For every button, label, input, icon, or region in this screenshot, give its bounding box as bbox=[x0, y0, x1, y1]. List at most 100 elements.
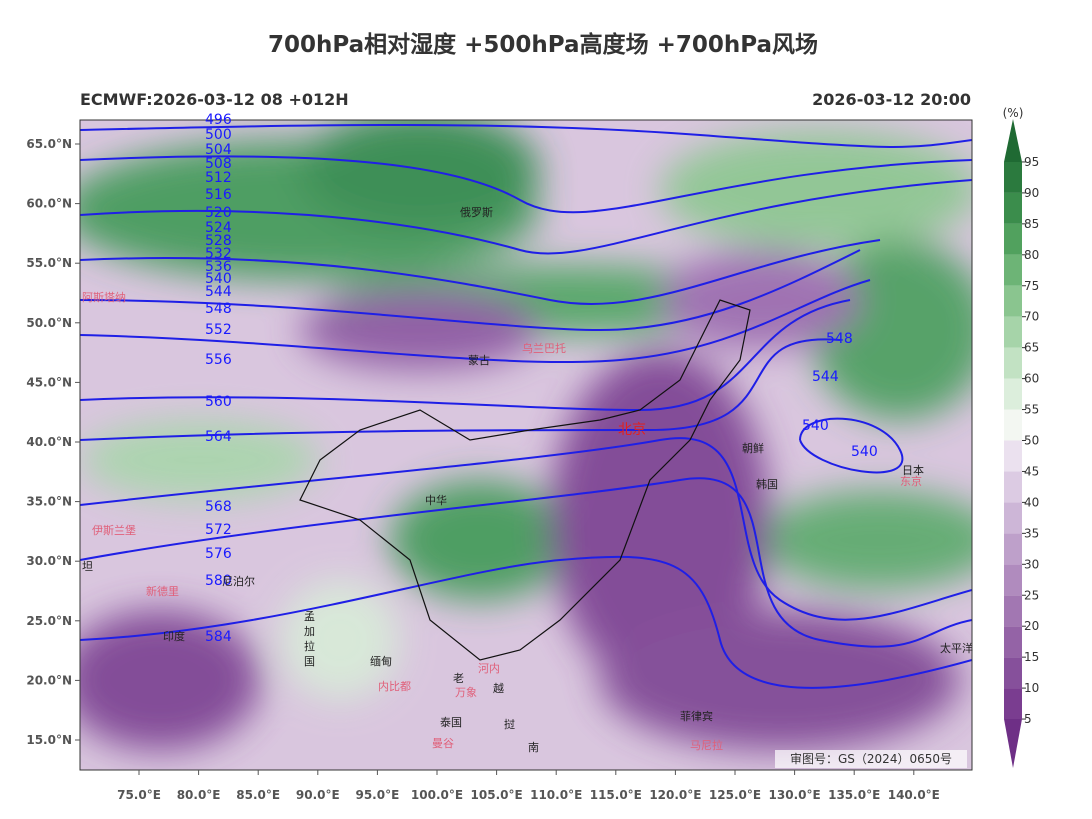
ticks: 65.0°N 60.0°N 55.0°N 50.0°N 45.0°N 40.0°N 35.0… bbox=[26, 119, 1039, 802]
contour-label: 540 bbox=[851, 444, 878, 460]
contour-label: 576 bbox=[205, 546, 232, 562]
lon-label: 140.0°E bbox=[888, 788, 940, 802]
colorbar-label: 25 bbox=[1024, 588, 1039, 602]
place: 印度 bbox=[163, 629, 185, 643]
colorbar-cell bbox=[1004, 533, 1022, 565]
place: 河内 bbox=[478, 661, 500, 675]
place: 朝鲜 bbox=[742, 441, 764, 455]
colorbar-label: 10 bbox=[1024, 681, 1039, 695]
labels: 496 500 504 508 512 516 520 524 528 532 … bbox=[82, 106, 1023, 768]
contour-label: 524 bbox=[205, 220, 232, 236]
place: 伊斯兰堡 bbox=[92, 523, 136, 537]
map bbox=[80, 120, 972, 770]
colorbar-label: 40 bbox=[1024, 495, 1039, 509]
colorbar-label: 55 bbox=[1024, 403, 1039, 417]
place: 中华 bbox=[425, 493, 447, 507]
colorbar-label: 75 bbox=[1024, 279, 1039, 293]
place: 越 bbox=[493, 681, 504, 695]
contour-label: 528 bbox=[205, 233, 232, 249]
place: 日本 bbox=[902, 463, 924, 477]
contour-label: 548 bbox=[205, 301, 232, 317]
lon-label: 105.0°E bbox=[471, 788, 523, 802]
colorbar-cell bbox=[1004, 595, 1022, 627]
colorbar-unit: (%) bbox=[1003, 106, 1024, 120]
contour-label: 540 bbox=[802, 418, 829, 434]
colorbar-cell bbox=[1004, 161, 1022, 193]
lon-label: 120.0°E bbox=[649, 788, 701, 802]
place: 东京 bbox=[900, 474, 922, 488]
lon-label: 95.0°E bbox=[355, 788, 399, 802]
colorbar-label: 80 bbox=[1024, 248, 1039, 262]
contour-label: 556 bbox=[205, 352, 232, 368]
lon-label: 135.0°E bbox=[828, 788, 880, 802]
place: 新德里 bbox=[146, 584, 179, 598]
lat-label: 50.0°N bbox=[26, 316, 72, 330]
place: 缅甸 bbox=[370, 654, 392, 668]
lat-label: 35.0°N bbox=[26, 495, 72, 509]
run-label: ECMWF:2026-03-12 08 +012H bbox=[80, 90, 349, 109]
colorbar-cell bbox=[1004, 192, 1022, 224]
lon-label: 75.0°E bbox=[117, 788, 161, 802]
contour-label: 552 bbox=[205, 322, 232, 338]
contour-label: 548 bbox=[826, 331, 853, 347]
contour-label: 508 bbox=[205, 156, 232, 172]
lon-label: 85.0°E bbox=[236, 788, 280, 802]
lat-label: 40.0°N bbox=[26, 435, 72, 449]
place: 拉 bbox=[304, 639, 315, 653]
place: 北京 bbox=[618, 422, 646, 438]
place: 韩国 bbox=[756, 477, 778, 491]
place: 俄罗斯 bbox=[460, 206, 493, 219]
contour-label: 564 bbox=[205, 429, 232, 445]
contour-label: 536 bbox=[205, 259, 232, 275]
contour-label: 496 bbox=[205, 112, 232, 128]
place: 国 bbox=[304, 655, 315, 668]
place: 加 bbox=[304, 625, 315, 638]
contour-label: 584 bbox=[205, 629, 232, 645]
colorbar-label: 85 bbox=[1024, 217, 1039, 231]
colorbar-label: 60 bbox=[1024, 372, 1039, 386]
colorbar-label: 70 bbox=[1024, 310, 1039, 324]
lat-label: 20.0°N bbox=[26, 673, 72, 687]
place: 菲律宾 bbox=[680, 709, 713, 723]
place: 阿斯塔纳 bbox=[82, 291, 126, 304]
colorbar-label: 95 bbox=[1024, 155, 1039, 169]
colorbar-cell bbox=[1004, 471, 1022, 503]
place: 曼谷 bbox=[432, 737, 454, 750]
lat-label: 30.0°N bbox=[26, 554, 72, 568]
valid-time: 2026-03-12 20:00 bbox=[812, 90, 971, 109]
lat-label: 60.0°N bbox=[26, 197, 72, 211]
colorbar-cell bbox=[1004, 719, 1022, 768]
contour-label: 560 bbox=[205, 394, 232, 410]
colorbar-cell bbox=[1004, 502, 1022, 534]
colorbar-cell bbox=[1004, 409, 1022, 441]
place: 万象 bbox=[455, 686, 477, 699]
colorbar-cell bbox=[1004, 254, 1022, 286]
colorbar-cell bbox=[1004, 657, 1022, 689]
contour-label: 572 bbox=[205, 522, 232, 538]
colorbar-label: 65 bbox=[1024, 341, 1039, 355]
lat-label: 45.0°N bbox=[26, 375, 72, 389]
colorbar-label: 30 bbox=[1024, 557, 1039, 571]
place: 尼泊尔 bbox=[222, 575, 255, 588]
place: 老 bbox=[453, 672, 464, 685]
map-frame bbox=[79, 119, 973, 771]
contour-label: 500 bbox=[205, 127, 232, 143]
place: 乌兰巴托 bbox=[522, 341, 566, 355]
colorbar-label: 5 bbox=[1024, 712, 1032, 726]
lon-label: 110.0°E bbox=[530, 788, 582, 802]
title: 700hPa相对湿度 +500hPa高度场 +700hPa风场 bbox=[268, 31, 818, 58]
lon-label: 115.0°E bbox=[590, 788, 642, 802]
contour-label: 540 bbox=[205, 271, 232, 287]
lat-label: 25.0°N bbox=[26, 614, 72, 628]
contour-label: 504 bbox=[205, 142, 232, 158]
colorbar-cell bbox=[1004, 688, 1022, 720]
colorbar-cell bbox=[1004, 347, 1022, 379]
colorbar-label: 35 bbox=[1024, 526, 1039, 540]
place: 内比都 bbox=[378, 679, 411, 693]
colorbar-cell bbox=[1004, 564, 1022, 596]
colorbar-cell bbox=[1004, 285, 1022, 317]
lon-label: 100.0°E bbox=[411, 788, 463, 802]
colorbar-cell bbox=[1004, 316, 1022, 348]
contour-label: 544 bbox=[205, 284, 232, 300]
